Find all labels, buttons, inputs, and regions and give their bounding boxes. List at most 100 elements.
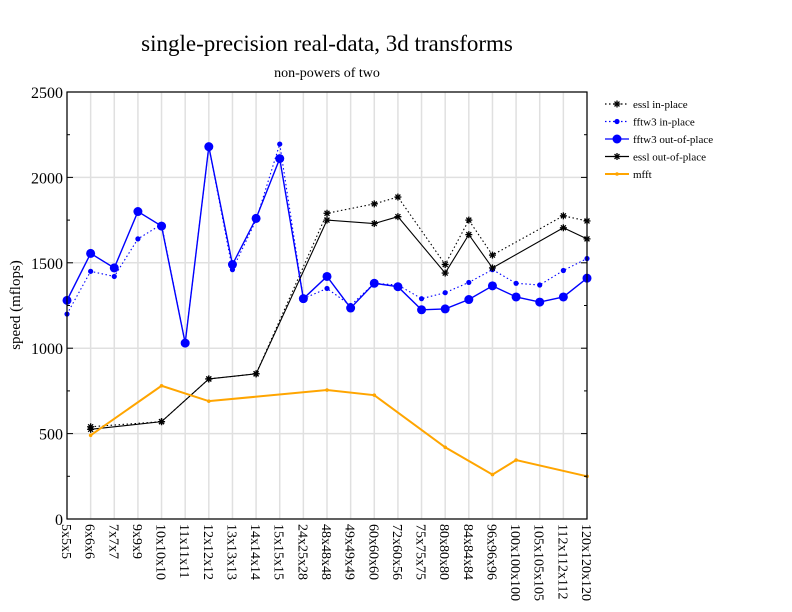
star-stroke: [324, 217, 330, 224]
data-point: [442, 290, 448, 296]
star-stroke: [614, 153, 620, 160]
legend: essl in-place fftw3 in-place fftw3 out-of-…: [605, 99, 713, 181]
y-ticks: 0 500 1000 1500 2000 2500: [31, 85, 587, 529]
star-stroke: [489, 264, 496, 271]
legend-item: fftw3 in-place: [605, 117, 695, 129]
x-tick-label: 96x96x96: [483, 524, 498, 580]
star-stroke: [614, 101, 620, 107]
data-point: [298, 294, 308, 304]
data-point: [87, 425, 95, 433]
data-point: [157, 221, 167, 231]
chart-subtitle: non-powers of two: [274, 66, 380, 81]
x-tick-label: 12x12x12: [200, 524, 215, 580]
star-stroke: [560, 212, 567, 219]
data-point: [323, 216, 331, 224]
star-stroke: [442, 270, 449, 276]
star-stroke: [371, 220, 378, 227]
legend-label: fftw3 out-of-place: [633, 134, 713, 146]
x-tick-label: 60x60x60: [365, 524, 380, 580]
x-tick-label: 105x105x105: [531, 524, 546, 601]
y-tick-label: 1000: [31, 341, 63, 358]
x-tick-label: 49x49x49: [342, 524, 357, 580]
data-point: [440, 304, 450, 314]
data-point: [441, 269, 449, 277]
x-tick-label: 7x7x7: [105, 524, 120, 559]
legend-marker: [613, 100, 621, 108]
star-stroke: [394, 194, 401, 200]
y-tick-label: 2500: [31, 85, 63, 102]
data-point: [251, 213, 261, 223]
legend-item: mfft: [605, 169, 652, 181]
x-tick-label: 15x15x15: [271, 524, 286, 580]
data-point: [322, 271, 332, 281]
data-point: [537, 282, 543, 288]
data-point: [394, 213, 402, 221]
y-tick-label: 0: [55, 512, 63, 529]
data-point: [135, 236, 141, 242]
x-ticks: 5x5x5 6x6x6 7x7x7 9x9x9 10x10x10 11x11x11 12x1…: [58, 524, 593, 601]
x-tick-label: 112x112x112: [554, 524, 569, 599]
star-stroke: [465, 231, 472, 238]
data-point: [535, 297, 545, 307]
legend-label: mfft: [633, 169, 652, 181]
data-point: [560, 267, 566, 274]
series-mfft: [88, 383, 589, 479]
data-point: [323, 209, 331, 217]
legend-item: essl out-of-place: [605, 152, 706, 164]
data-point: [275, 154, 285, 164]
star-stroke: [394, 213, 401, 220]
data-point: [252, 370, 260, 378]
legend-marker: [612, 134, 622, 144]
data-point: [88, 433, 93, 438]
x-tick-label: 14x14x14: [247, 524, 262, 580]
data-point: [490, 472, 495, 477]
data-point: [324, 285, 330, 292]
data-point: [441, 261, 449, 269]
data-point: [111, 273, 117, 280]
data-point: [488, 264, 496, 272]
data-point: [109, 263, 119, 273]
data-point: [513, 280, 519, 286]
data-point: [465, 216, 473, 224]
data-point: [180, 338, 190, 348]
series-essl-out-of-place: [87, 213, 591, 433]
x-tick-label: 13x13x13: [223, 524, 238, 580]
x-tick-label: 120x120x120: [578, 524, 593, 601]
x-tick-label: 6x6x6: [82, 524, 97, 559]
data-point: [511, 292, 521, 302]
x-tick-label: 72x60x56: [389, 524, 404, 580]
series-line: [90, 384, 588, 478]
x-tick-label: 84x84x84: [460, 524, 475, 580]
data-point: [159, 383, 164, 388]
legend-label: essl in-place: [633, 99, 688, 111]
y-axis-label: speed (mflops): [8, 260, 24, 350]
x-tick-label: 10x10x10: [153, 524, 168, 580]
star-stroke: [253, 370, 260, 377]
data-point: [86, 248, 96, 258]
data-point: [465, 231, 473, 239]
legend-marker: [615, 172, 619, 176]
data-point: [346, 303, 356, 313]
data-point: [207, 399, 211, 403]
data-point: [488, 251, 496, 259]
y-tick-label: 1500: [31, 256, 63, 273]
data-point: [558, 292, 568, 302]
legend-label: fftw3 in-place: [633, 117, 695, 129]
star-stroke: [465, 217, 472, 224]
star-stroke: [442, 261, 449, 268]
legend-item: essl in-place: [605, 99, 688, 111]
data-point: [227, 260, 237, 270]
y-tick-label: 500: [39, 427, 63, 444]
star-stroke: [371, 200, 378, 207]
star-stroke: [87, 426, 94, 433]
data-point: [393, 282, 403, 292]
star-stroke: [560, 224, 567, 231]
data-point: [372, 393, 377, 397]
x-tick-label: 48x48x48: [318, 524, 333, 580]
data-point: [394, 193, 402, 201]
legend-marker: [614, 118, 620, 125]
x-tick-label: 100x100x100: [507, 524, 522, 601]
series-fftw3-out-of-place: [62, 142, 592, 348]
star-stroke: [324, 210, 330, 217]
